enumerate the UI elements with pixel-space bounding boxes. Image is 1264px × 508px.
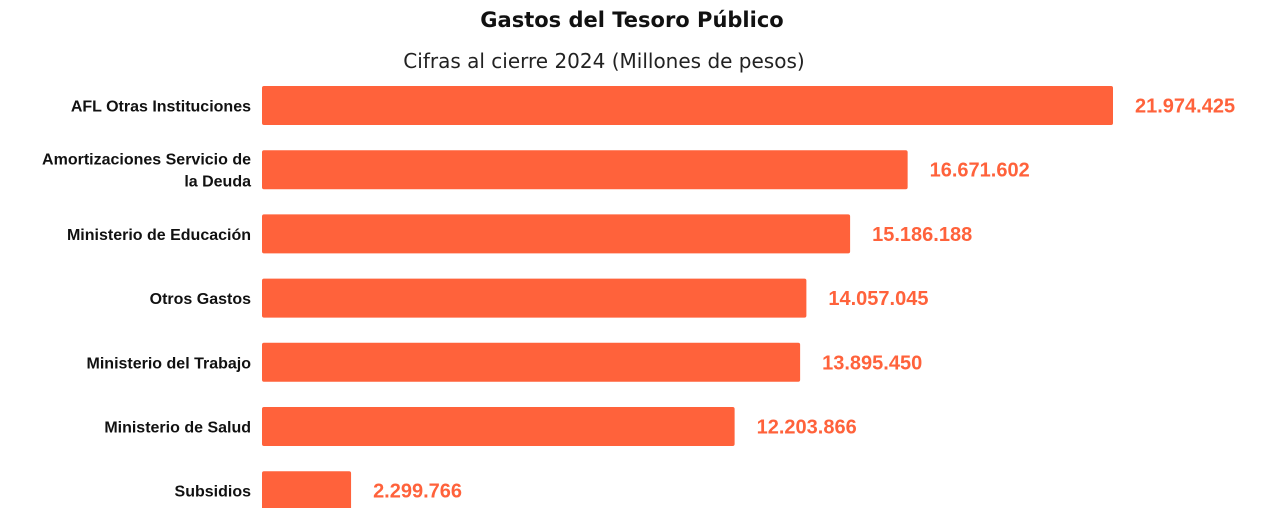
category-label: Ministerio del Trabajo <box>87 355 252 372</box>
bar-3 <box>262 214 851 254</box>
value-label: 15.186.188 <box>872 224 972 246</box>
bar-4 <box>262 278 807 318</box>
category-label: Otros Gastos <box>150 291 251 308</box>
category-label-line: Otros Gastos <box>150 291 251 308</box>
bar-1 <box>262 86 1113 125</box>
value-label: 16.671.602 <box>930 160 1030 182</box>
category-label: Amortizaciones Servicio de la Deuda <box>42 152 251 191</box>
bar-6 <box>262 407 735 446</box>
bar-2 <box>262 150 908 190</box>
category-label-line: AFL Otras Instituciones <box>71 99 251 116</box>
category-label: AFL Otras Instituciones <box>71 99 251 116</box>
bars-group: AFL Otras Instituciones 21.974.425 Amortiz… <box>42 86 1235 508</box>
value-label: 14.057.045 <box>828 288 928 310</box>
bar-5 <box>262 342 801 382</box>
value-label: 2.299.766 <box>373 481 462 503</box>
value-label: 13.895.450 <box>822 352 922 374</box>
bar-7 <box>262 471 352 508</box>
category-label-line: Subsidios <box>175 484 252 501</box>
category-label: Subsidios <box>175 484 252 501</box>
value-label: 12.203.866 <box>757 417 857 439</box>
value-label: 21.974.425 <box>1135 96 1235 118</box>
category-label-line: la Deuda <box>184 174 251 191</box>
category-label-line: Ministerio de Educación <box>67 227 251 244</box>
category-label-line: Ministerio del Trabajo <box>87 355 252 372</box>
category-label-line: Ministerio de Salud <box>104 420 251 437</box>
chart-title: Gastos del Tesoro Público <box>480 8 784 32</box>
chart-subtitle: Cifras al cierre 2024 (Millones de pesos… <box>403 49 805 73</box>
category-label-line: Amortizaciones Servicio de <box>42 152 251 169</box>
category-label: Ministerio de Salud <box>104 420 251 437</box>
category-label: Ministerio de Educación <box>67 227 251 244</box>
